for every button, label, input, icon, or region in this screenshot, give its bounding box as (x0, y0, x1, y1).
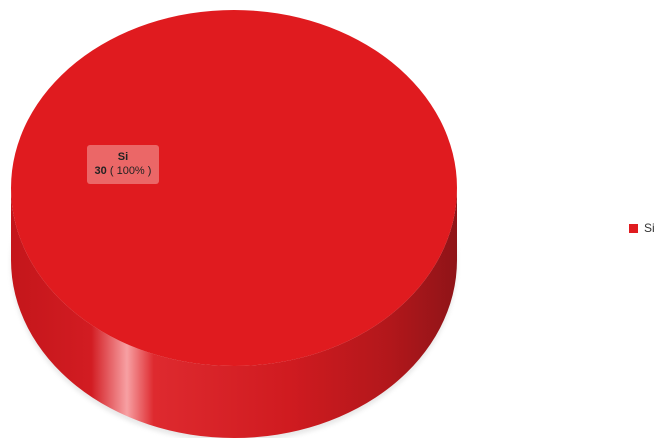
pie-slice-si (11, 10, 457, 366)
legend: Si (629, 221, 655, 235)
legend-swatch-si[interactable] (629, 223, 638, 233)
slice-label-name: Si (117, 151, 129, 163)
slice-label-count: 30 (94, 165, 107, 177)
legend-label-si[interactable]: Si (644, 221, 655, 235)
pie-slice-si-side (11, 188, 457, 438)
slice-data-label: Si 30 ( 100% ) (87, 145, 159, 184)
slice-label-percent: ( 100% ) (109, 165, 152, 177)
